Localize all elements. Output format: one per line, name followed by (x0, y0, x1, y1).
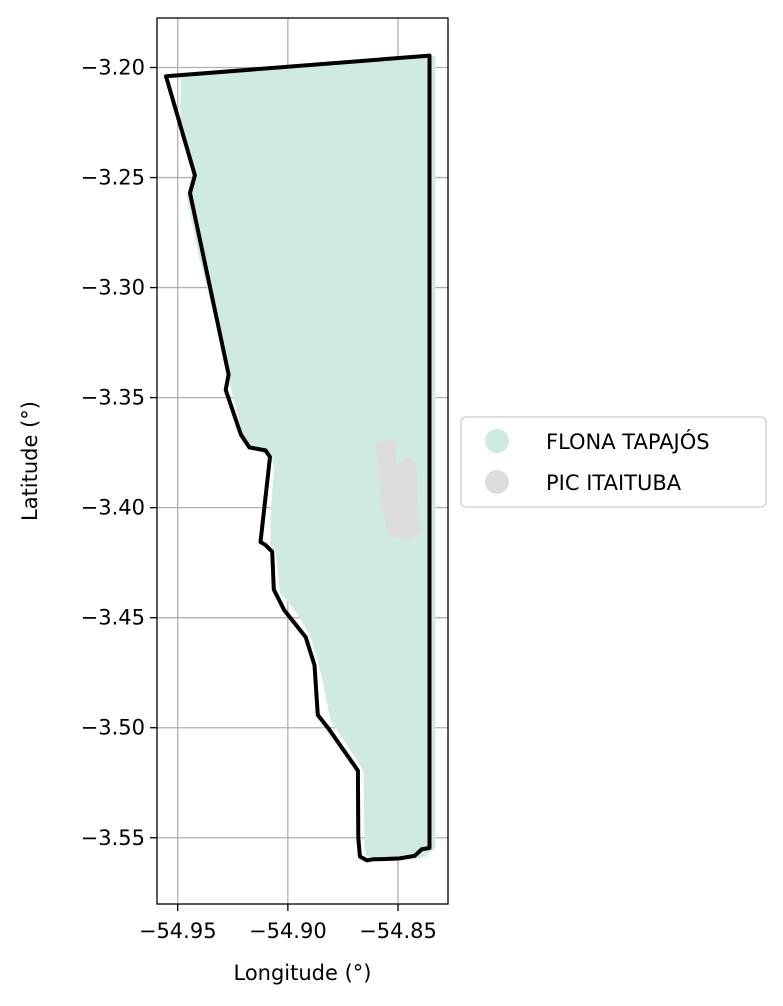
y-tick-label: −3.50 (81, 716, 145, 740)
y-tick-label: −3.35 (81, 386, 145, 410)
y-axis-title: Latitude (°) (18, 401, 42, 521)
legend: FLONA TAPAJÓS PIC ITAITUBA (460, 416, 767, 508)
legend-marker (485, 429, 509, 453)
x-tick-label: −54.90 (249, 919, 327, 943)
y-tick-label: −3.40 (81, 496, 145, 520)
y-tick-label: −3.25 (81, 166, 145, 190)
x-axis-title: Longitude (°) (233, 961, 371, 985)
polygon-flona-tapaj-s (180, 55, 436, 860)
y-tick-label: −3.45 (81, 606, 145, 630)
x-tick-label: −54.85 (359, 919, 437, 943)
y-tick-label: −3.30 (81, 276, 145, 300)
y-tick-label: −3.20 (81, 56, 145, 80)
y-tick-label: −3.55 (81, 826, 145, 850)
polygon-pic-itaituba (375, 438, 426, 541)
x-tick-label: −54.95 (139, 919, 217, 943)
plot-frame (156, 17, 449, 905)
axis-ticks: −54.95 −54.90 −54.85 −3.20 −3.25 −3.30 −3.35 −3… (81, 56, 437, 943)
legend-marker (485, 470, 509, 494)
legend-label: PIC ITAITUBA (546, 471, 682, 495)
legend-label: FLONA TAPAJÓS (546, 429, 710, 454)
polygon-layers (164, 53, 436, 863)
legend-box (460, 416, 767, 508)
boundary-outline (164, 53, 432, 863)
